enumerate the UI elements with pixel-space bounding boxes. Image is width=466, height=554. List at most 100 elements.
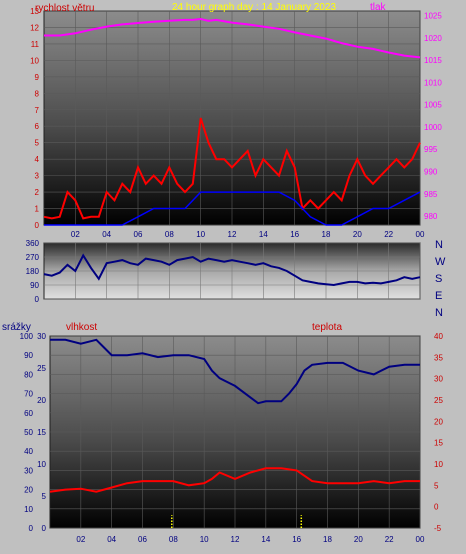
wind-x-tick-label: 16 — [290, 230, 299, 239]
wind-x-tick-label: 22 — [384, 230, 393, 239]
humidity-x-tick-label: 14 — [261, 535, 270, 544]
rain-label: srážky — [2, 322, 31, 333]
direction-w: W — [435, 256, 446, 268]
temperature-tick-label: 25 — [434, 396, 443, 405]
wind-speed-tick-label: 2 — [35, 188, 40, 197]
wind-speed-label: rychlost větru — [35, 3, 94, 14]
humidity-series-line — [50, 338, 420, 405]
pressure-tick-label: 1015 — [424, 56, 442, 65]
humidity-tick-label: 70 — [24, 390, 33, 399]
wind-direction-series-line — [43, 253, 421, 287]
humidity-tick-label: 30 — [24, 466, 33, 475]
humidity-tick-label: 60 — [24, 409, 33, 418]
pressure-series-line — [44, 17, 421, 59]
rain-tick-label: 30 — [37, 332, 46, 341]
humidity-tick-label: 100 — [20, 332, 34, 341]
humidity-tick-label: 50 — [24, 428, 33, 437]
humidity-x-tick-label: 06 — [138, 535, 147, 544]
wind-speed-tick-label: 11 — [31, 40, 40, 49]
wind-speed-series-line — [43, 117, 421, 220]
temperature-label: teplota — [312, 322, 342, 333]
pressure-tick-label: 1020 — [424, 34, 442, 43]
wind-speed-tick-label: 4 — [35, 155, 40, 164]
pressure-label: tlak — [370, 2, 387, 13]
humidity-x-tick-label: 00 — [416, 535, 425, 544]
pressure-tick-label: 990 — [424, 168, 438, 177]
humidity-tick-label: 40 — [24, 447, 33, 456]
temperature-tick-label: 30 — [434, 375, 443, 384]
humidity-tick-label: 20 — [24, 486, 33, 495]
direction-n-top: N — [435, 239, 443, 251]
wind-x-tick-label: 10 — [196, 230, 205, 239]
humidity-x-tick-label: 04 — [107, 535, 116, 544]
axis-ticks: 0123456789101112139809859909951000100510… — [20, 7, 444, 544]
rain-tick-label: 20 — [37, 396, 46, 405]
pressure-tick-label: 1005 — [424, 101, 442, 110]
wind-x-tick-label: 08 — [165, 230, 174, 239]
direction-e: E — [435, 290, 442, 302]
wind-x-tick-label: 12 — [228, 230, 237, 239]
temperature-tick-label: 15 — [434, 439, 443, 448]
direction-tick-label: 360 — [26, 239, 40, 248]
direction-tick-label: 270 — [26, 253, 40, 262]
wind-x-tick-label: 18 — [322, 230, 331, 239]
wind-speed-tick-label: 13 — [30, 7, 39, 16]
humidity-x-tick-label: 18 — [323, 535, 332, 544]
direction-tick-label: 90 — [30, 281, 39, 290]
pressure-tick-label: 980 — [424, 212, 438, 221]
temperature-tick-label: -5 — [434, 524, 442, 533]
wind-x-tick-label: 04 — [102, 230, 111, 239]
temperature-series-line — [49, 467, 420, 493]
temperature-tick-label: 40 — [434, 332, 443, 341]
wind-speed-tick-label: 0 — [35, 221, 40, 230]
humidity-tick-label: 0 — [29, 524, 34, 533]
humidity-x-tick-label: 12 — [231, 535, 240, 544]
humidity-x-tick-label: 08 — [169, 535, 178, 544]
temperature-tick-label: 35 — [434, 353, 443, 362]
pressure-tick-label: 1010 — [424, 78, 442, 87]
wind-speed-tick-label: 5 — [35, 139, 40, 148]
rain-tick-label: 15 — [37, 428, 46, 437]
humidity-x-tick-label: 22 — [385, 535, 394, 544]
wind-x-tick-label: 20 — [353, 230, 362, 239]
grid-lines — [44, 10, 421, 529]
humidity-tick-label: 80 — [24, 370, 33, 379]
wind-speed-tick-label: 7 — [35, 106, 40, 115]
pressure-tick-label: 995 — [424, 145, 438, 154]
wind-x-tick-label: 02 — [71, 230, 80, 239]
wind-average-series-line — [44, 191, 421, 226]
humidity-x-tick-label: 02 — [76, 535, 85, 544]
pressure-tick-label: 985 — [424, 190, 438, 199]
rain-tick-label: 25 — [37, 364, 46, 373]
direction-tick-label: 0 — [35, 295, 40, 304]
direction-tick-label: 180 — [26, 267, 40, 276]
pressure-tick-label: 1025 — [424, 11, 442, 20]
wind-x-tick-label: 00 — [416, 230, 425, 239]
pressure-tick-label: 1000 — [424, 123, 442, 132]
wind-speed-tick-label: 6 — [35, 122, 40, 131]
humidity-tick-label: 90 — [24, 351, 33, 360]
graph-title: 24 hour graph day : 14 January 2023 — [172, 2, 336, 13]
direction-s: S — [435, 273, 442, 285]
wind-speed-tick-label: 10 — [30, 56, 39, 65]
direction-n-bottom: N — [435, 307, 443, 319]
rain-tick-label: 0 — [42, 524, 47, 533]
wind-speed-tick-label: 1 — [35, 205, 40, 214]
wind-speed-tick-label: 8 — [35, 89, 40, 98]
wind-speed-tick-label: 12 — [30, 23, 39, 32]
humidity-x-tick-label: 10 — [200, 535, 209, 544]
humidity-label: vlhkost — [66, 322, 97, 333]
chart-marks — [43, 17, 421, 528]
wind-speed-tick-label: 3 — [35, 172, 40, 181]
temperature-tick-label: 20 — [434, 417, 443, 426]
rain-tick-label: 10 — [37, 460, 46, 469]
wind-x-tick-label: 14 — [259, 230, 268, 239]
temperature-tick-label: 0 — [434, 503, 439, 512]
wind-x-tick-label: 06 — [134, 230, 143, 239]
humidity-x-tick-label: 20 — [354, 535, 363, 544]
temperature-tick-label: 10 — [434, 460, 443, 469]
rain-tick-label: 5 — [42, 492, 47, 501]
humidity-x-tick-label: 16 — [292, 535, 301, 544]
temperature-tick-label: 5 — [434, 481, 439, 490]
